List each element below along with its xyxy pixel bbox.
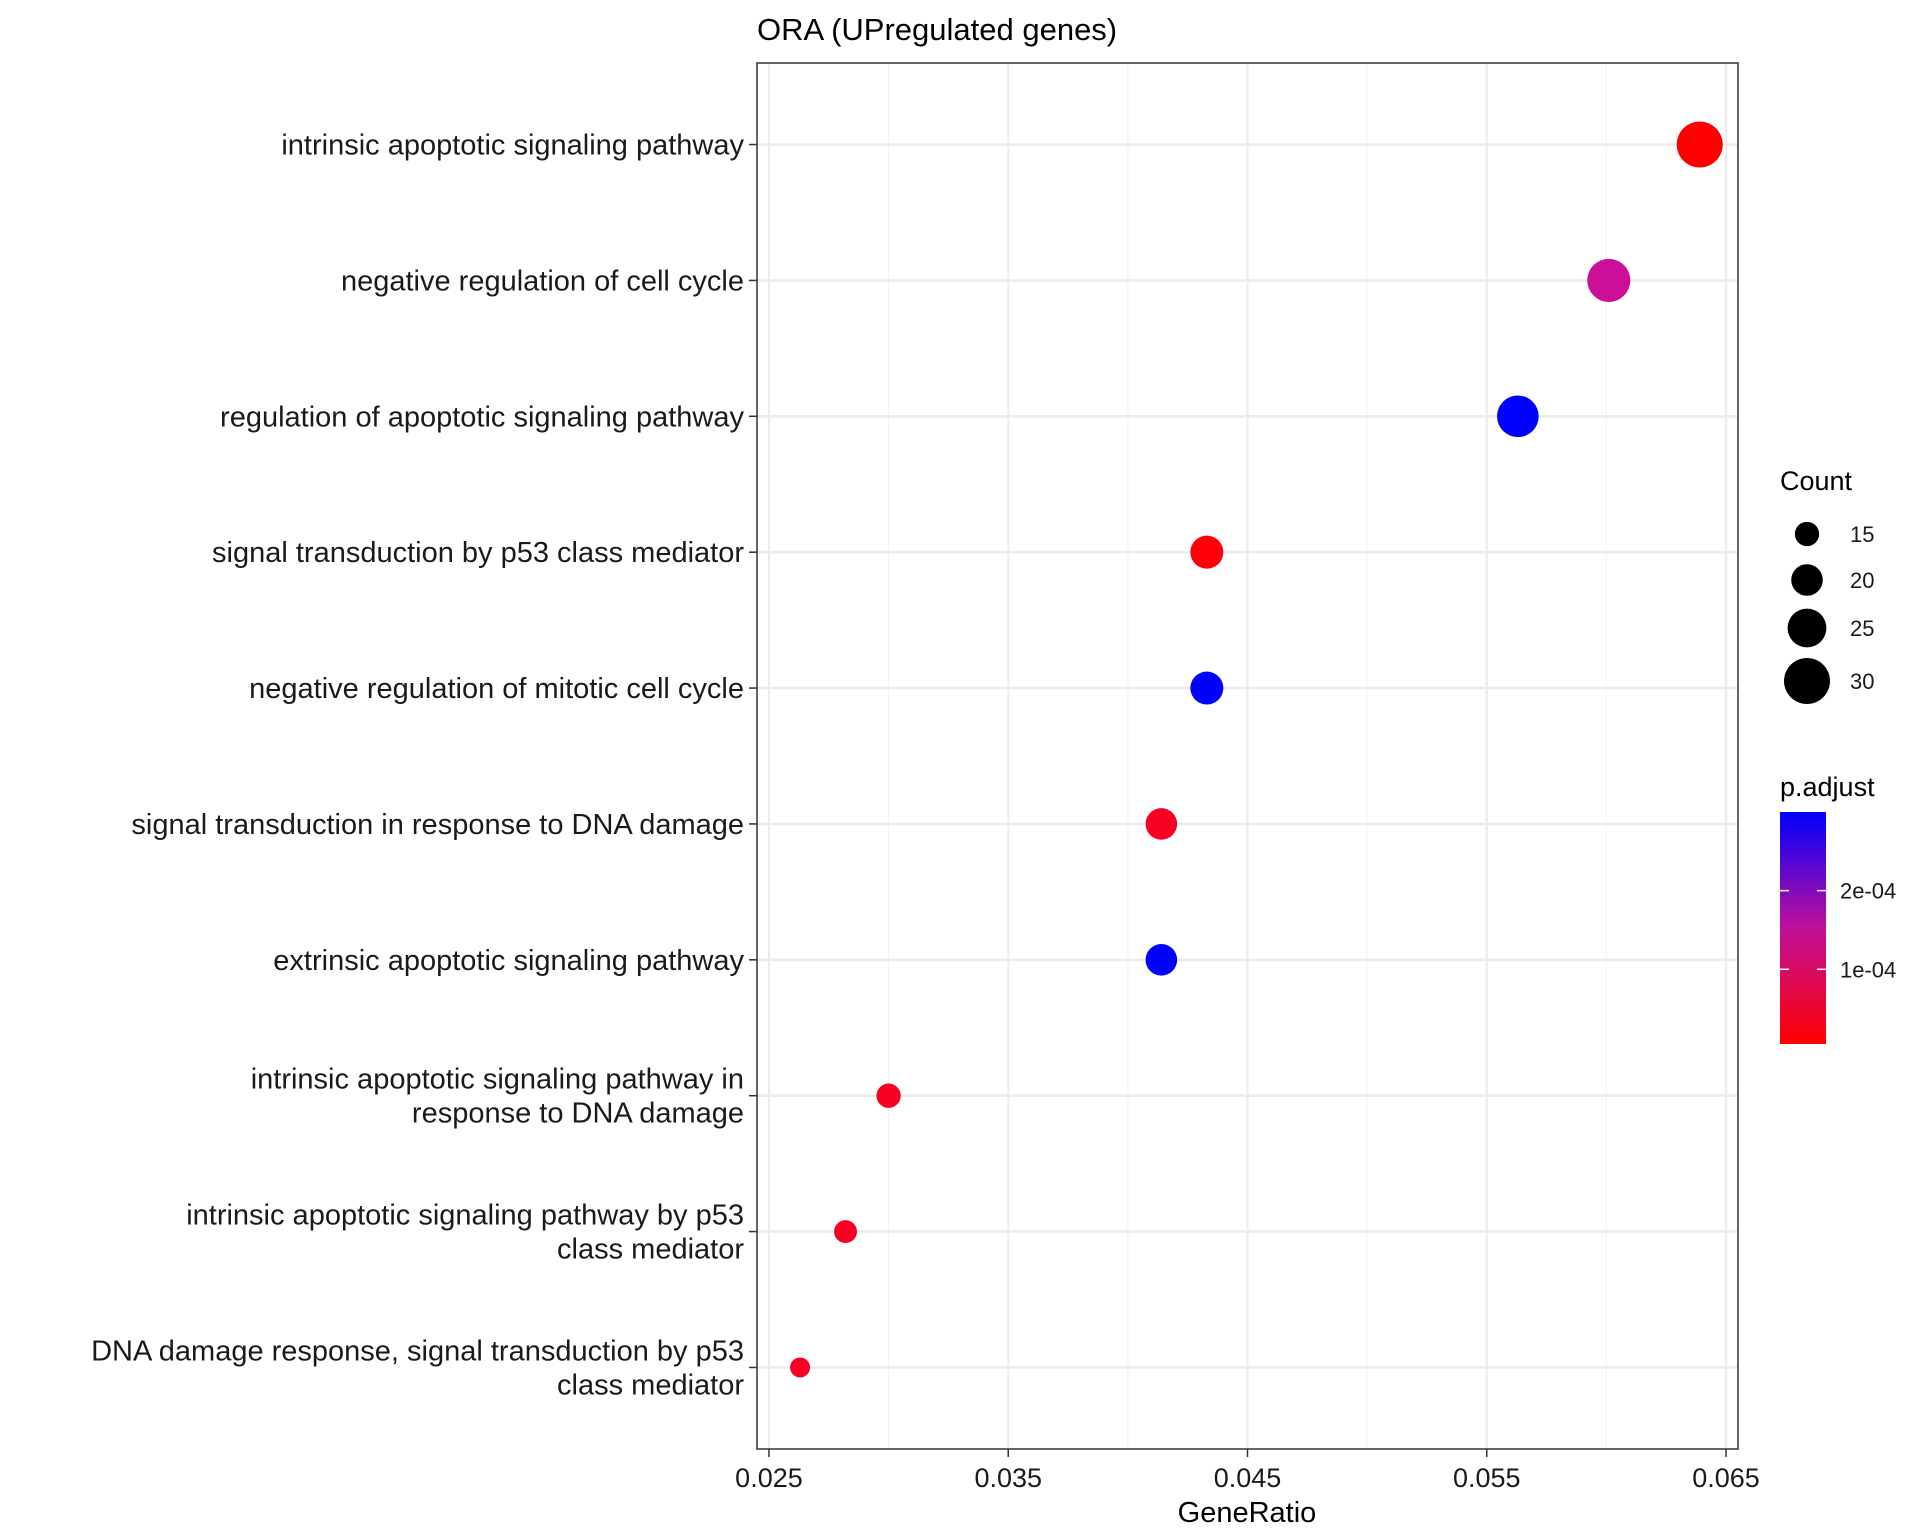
data-points bbox=[790, 121, 1723, 1378]
legend-p-adjust-label: 2e-04 bbox=[1840, 879, 1896, 904]
data-point bbox=[1190, 671, 1224, 705]
chart-title: ORA (UPregulated genes) bbox=[757, 12, 1117, 47]
y-axis-label: response to DNA damage bbox=[412, 1098, 744, 1130]
legend-p-adjust: p.adjust 1e-04 2e-04 bbox=[1780, 772, 1896, 1044]
x-axis-tick-label: 0.055 bbox=[1453, 1463, 1521, 1493]
data-point bbox=[1145, 944, 1178, 976]
legend-count-label: 30 bbox=[1850, 669, 1874, 694]
data-point bbox=[790, 1357, 811, 1378]
y-axis: intrinsic apoptotic signaling pathway neg… bbox=[91, 130, 757, 1401]
x-axis-tick-label: 0.065 bbox=[1692, 1463, 1760, 1493]
y-axis-label: negative regulation of mitotic cell cycl… bbox=[249, 673, 744, 705]
data-point bbox=[1145, 808, 1178, 840]
y-axis-label: regulation of apoptotic signaling pathwa… bbox=[220, 401, 744, 433]
legend-count-label: 15 bbox=[1850, 522, 1874, 547]
data-point bbox=[1587, 258, 1631, 302]
data-point bbox=[1497, 395, 1539, 438]
data-point bbox=[1190, 535, 1224, 569]
legend-count-key bbox=[1791, 564, 1823, 596]
legend-count-key bbox=[1794, 521, 1820, 547]
x-axis-tick-label: 0.025 bbox=[735, 1463, 803, 1493]
grid-major bbox=[757, 63, 1738, 1449]
y-axis-label: intrinsic apoptotic signaling pathway in bbox=[251, 1064, 744, 1096]
x-axis-tick-label: 0.035 bbox=[974, 1463, 1042, 1493]
legend-count-keys: 15 20 25 30 bbox=[1784, 521, 1874, 704]
data-point bbox=[1676, 121, 1723, 168]
x-axis-tick-label: 0.045 bbox=[1214, 1463, 1282, 1493]
data-point bbox=[834, 1220, 857, 1244]
legend-p-adjust-label: 1e-04 bbox=[1840, 957, 1896, 982]
legend-p-adjust-ticks: 1e-04 2e-04 bbox=[1780, 879, 1896, 982]
y-axis-label: extrinsic apoptotic signaling pathway bbox=[273, 945, 744, 977]
legend-count-key bbox=[1787, 608, 1827, 648]
y-axis-label: intrinsic apoptotic signaling pathway bbox=[281, 130, 744, 162]
legend-count: Count 15 20 25 30 bbox=[1780, 466, 1874, 704]
y-axis-label: class mediator bbox=[557, 1234, 744, 1266]
x-axis: 0.025 0.035 0.045 0.055 0.065 bbox=[735, 1449, 1760, 1493]
y-axis-label: intrinsic apoptotic signaling pathway by… bbox=[186, 1200, 744, 1232]
y-axis-label: negative regulation of cell cycle bbox=[341, 265, 744, 297]
legend-count-label: 25 bbox=[1850, 616, 1874, 641]
legend-count-label: 20 bbox=[1850, 568, 1874, 593]
x-axis-title: GeneRatio bbox=[1178, 1497, 1317, 1529]
y-axis-label: signal transduction by p53 class mediato… bbox=[212, 537, 744, 569]
y-axis-label: DNA damage response, signal transduction… bbox=[91, 1335, 744, 1367]
legend-count-key bbox=[1784, 658, 1830, 704]
legend-p-adjust-title: p.adjust bbox=[1780, 772, 1875, 802]
y-axis-label: class mediator bbox=[557, 1369, 744, 1401]
legend-count-title: Count bbox=[1780, 466, 1853, 496]
legend-p-adjust-colorbar bbox=[1780, 812, 1826, 1044]
data-point bbox=[876, 1083, 901, 1108]
y-axis-label: signal transduction in response to DNA d… bbox=[131, 809, 744, 841]
